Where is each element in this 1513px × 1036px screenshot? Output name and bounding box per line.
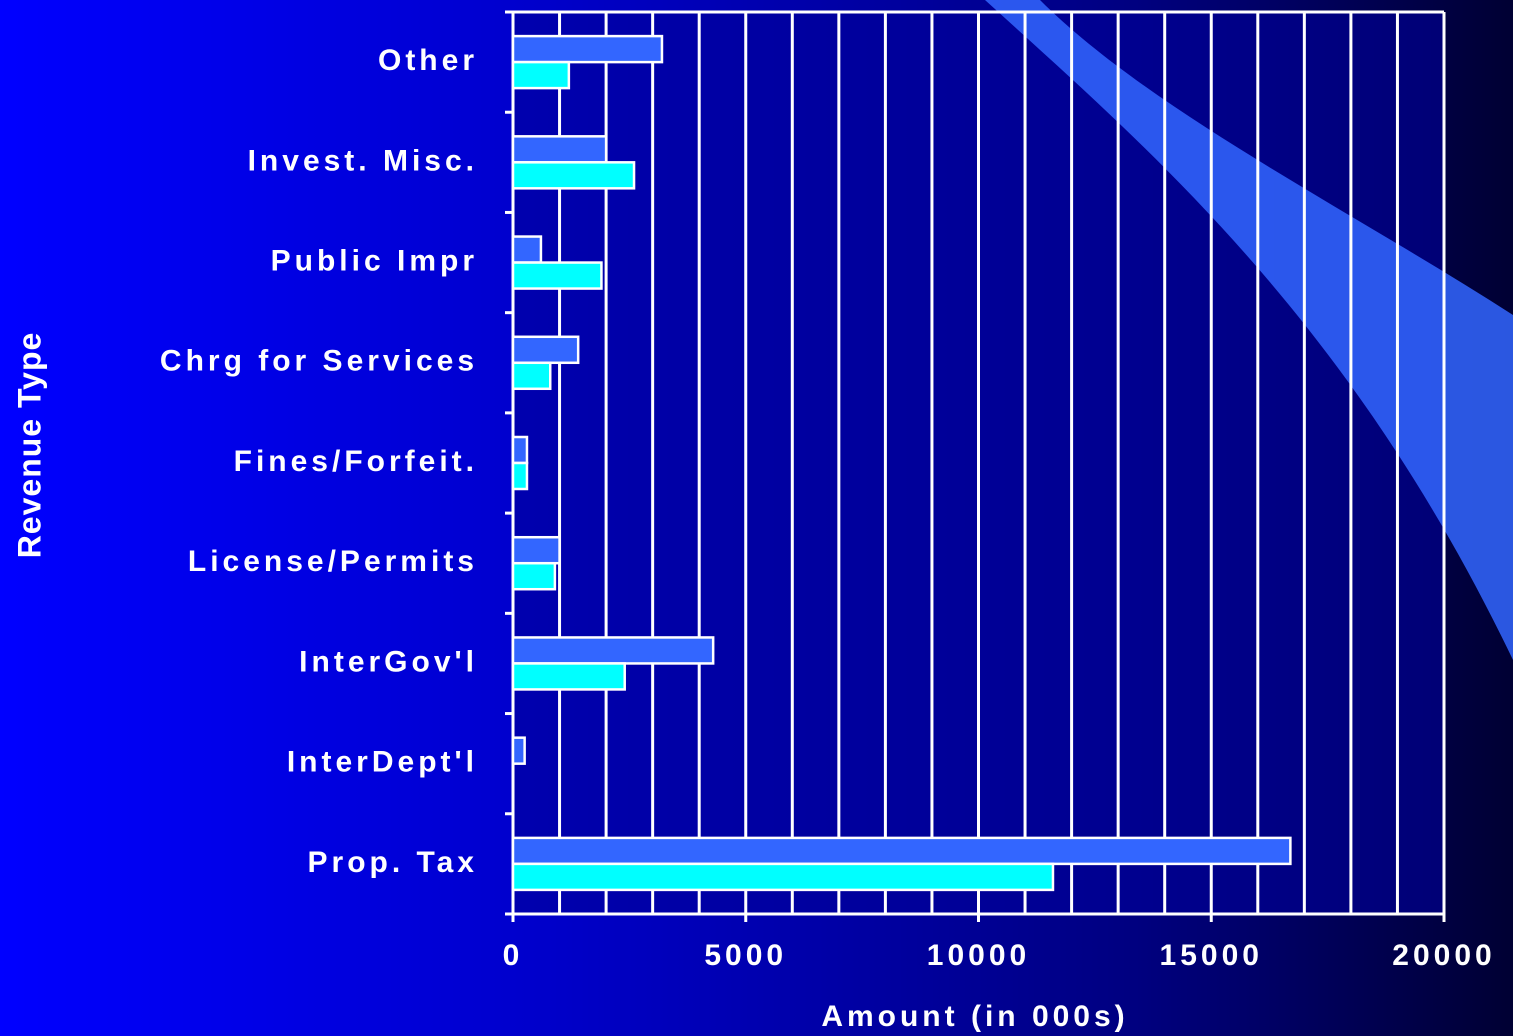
- y-tick-label: License/Permits: [188, 545, 478, 578]
- y-tick-label: Invest. Misc.: [248, 144, 478, 177]
- bar: [511, 161, 636, 190]
- x-axis-title: Amount (in 000s): [821, 1000, 1128, 1033]
- x-tick-label: 20000: [1392, 939, 1495, 972]
- y-tick-label: Public Impr: [271, 244, 478, 277]
- x-tick-label: 10000: [927, 939, 1030, 972]
- y-tick-label: InterGov'l: [299, 645, 478, 678]
- y-tick-label: Chrg for Services: [160, 345, 478, 378]
- y-tick-label: Fines/Forfeit.: [234, 445, 478, 478]
- bar: [511, 836, 1292, 866]
- bar: [511, 34, 664, 64]
- bar: [511, 736, 526, 765]
- bar: [511, 662, 626, 691]
- y-tick-label: Other: [378, 44, 478, 77]
- bar: [511, 335, 580, 365]
- bar: [511, 561, 557, 591]
- bar: [511, 535, 561, 565]
- bar: [511, 261, 603, 290]
- x-tick-label: 0: [503, 939, 524, 972]
- bar: [511, 60, 571, 90]
- bar: [511, 135, 608, 164]
- x-tick-label: 5000: [704, 939, 787, 972]
- bar: [511, 435, 529, 465]
- bar: [511, 235, 543, 264]
- bar: [511, 461, 529, 491]
- bar: [511, 862, 1055, 892]
- y-tick-label: InterDept'l: [287, 746, 478, 779]
- y-tick-label: Prop. Tax: [308, 846, 478, 879]
- decor-swoosh: [985, 0, 1513, 660]
- bar: [511, 361, 552, 391]
- bar: [511, 636, 715, 665]
- y-axis-title: Revenue Type: [11, 332, 47, 559]
- x-tick-label: 15000: [1160, 939, 1263, 972]
